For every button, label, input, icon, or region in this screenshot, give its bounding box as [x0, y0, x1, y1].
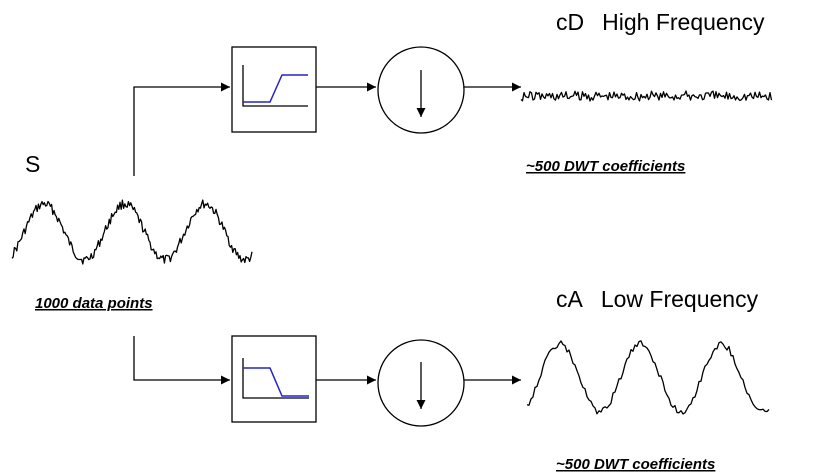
detail-coefficients-waveform [520, 90, 773, 102]
input-signal-waveform [11, 199, 253, 265]
high-branch-name: cD [556, 9, 584, 35]
high-pass-filter-block [231, 46, 317, 133]
low-branch-title: cA Low Frequency [556, 286, 759, 312]
high-downsample-block [377, 46, 465, 134]
high-pass-filter-icon [242, 65, 308, 107]
high-branch-description: High Frequency [602, 9, 765, 35]
high-branch-caption: ~500 DWT coefficients [526, 158, 685, 175]
low-pass-filter-icon [242, 358, 309, 399]
low-branch-name: cA [556, 286, 584, 312]
input-signal-label: S [25, 151, 40, 177]
low-pass-filter-block [231, 335, 317, 423]
high-branch-title: cD High Frequency [556, 9, 765, 35]
approximation-coefficients-waveform [526, 340, 770, 415]
low-branch-caption: ~500 DWT coefficients [556, 456, 715, 473]
low-branch-connector [133, 336, 230, 385]
input-signal-caption: 1000 data points [35, 295, 153, 312]
low-downsample-block [377, 339, 465, 427]
high-branch-connector [133, 82, 230, 176]
low-branch-description: Low Frequency [601, 286, 759, 312]
